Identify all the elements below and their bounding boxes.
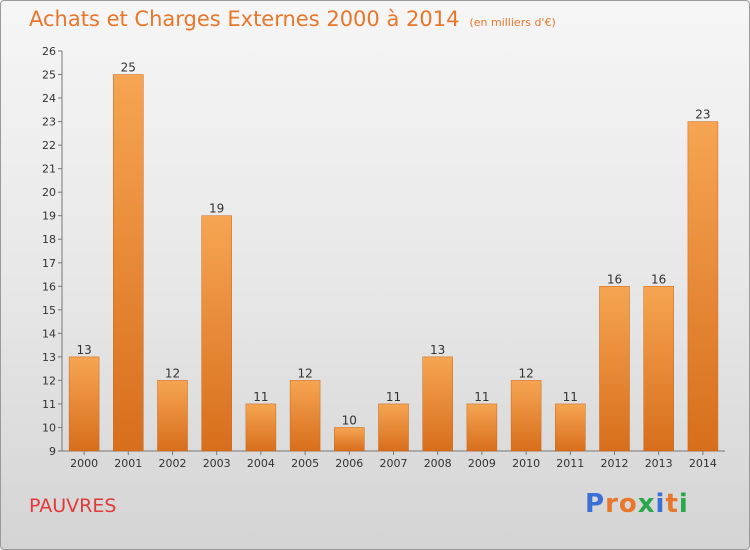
y-tick-label: 26 (42, 45, 56, 58)
y-tick-label: 12 (42, 374, 56, 387)
x-tick-label: 2004 (247, 457, 275, 470)
x-tick-label: 2006 (335, 457, 363, 470)
bar (599, 286, 630, 452)
bar-value-label: 11 (474, 390, 489, 404)
x-tick-label: 2003 (203, 457, 231, 470)
y-tick-label: 17 (42, 257, 56, 270)
bar-value-label: 16 (607, 272, 622, 286)
y-tick-label: 9 (49, 445, 56, 458)
y-tick-label: 16 (42, 280, 56, 293)
logo-letter: r (605, 489, 619, 519)
bar (687, 121, 719, 452)
x-tick-label: 2005 (291, 457, 319, 470)
x-tick-label: 2000 (70, 457, 98, 470)
y-tick-label: 11 (42, 398, 56, 411)
logo-letter: x (637, 489, 656, 519)
bar-value-label: 23 (695, 108, 710, 122)
bar-value-label: 16 (651, 272, 666, 286)
chart-unit: (en milliers d'€) (469, 16, 556, 29)
bar-value-label: 12 (165, 366, 180, 380)
chart-axes: 9 10 11 12 13 14 15 16 17 18 19 20 21 22 23 24 25 26 (42, 45, 725, 458)
y-tick-label: 21 (42, 163, 56, 176)
bar-value-label: 13 (430, 343, 445, 357)
logo-letter: P (585, 489, 606, 519)
x-tick-label: 2008 (424, 457, 452, 470)
bar-value-label: 19 (209, 202, 224, 216)
y-tick-label: 18 (42, 233, 56, 246)
bar (201, 215, 232, 452)
y-tick-label: 24 (42, 92, 56, 105)
chart-bars (68, 74, 719, 452)
bar (643, 286, 674, 452)
bar (68, 356, 100, 452)
y-tick-label: 20 (42, 186, 56, 199)
y-tick-label: 25 (42, 69, 56, 82)
x-tick-label: 2001 (114, 457, 142, 470)
bar (113, 74, 144, 452)
bar-value-label: 11 (253, 390, 268, 404)
bar-value-label: 11 (386, 390, 401, 404)
bar (289, 380, 321, 452)
bar (466, 403, 498, 452)
bar (555, 403, 586, 452)
commune-name: PAUVRES (29, 495, 117, 517)
chart-title: Achats et Charges Externes 2000 à 2014 (e… (29, 7, 556, 31)
y-tick-label: 19 (42, 210, 56, 223)
logo-letter: t (665, 489, 679, 519)
logo-letter: i (678, 489, 689, 519)
x-tick-label: 2012 (601, 457, 629, 470)
bar-value-label: 13 (76, 343, 91, 357)
bar-value-label: 12 (297, 366, 312, 380)
x-tick-label: 2002 (159, 457, 187, 470)
bar (245, 403, 277, 452)
bar (510, 380, 542, 452)
proxiti-logo: Proxiti (585, 489, 689, 519)
bar-value-label: 10 (342, 413, 357, 427)
x-tick-label: 2007 (380, 457, 408, 470)
x-tick-label: 2011 (556, 457, 584, 470)
y-tick-label: 13 (42, 351, 56, 364)
y-tick-label: 14 (42, 327, 56, 340)
y-tick-label: 22 (42, 139, 56, 152)
x-tick-label: 2014 (689, 457, 717, 470)
chart-title-text: Achats et Charges Externes 2000 à 2014 (29, 7, 460, 31)
x-tick-label: 2009 (468, 457, 496, 470)
x-tick-label: 2010 (512, 457, 540, 470)
x-tick-label: 2013 (645, 457, 673, 470)
bar (157, 380, 188, 452)
y-tick-label: 10 (42, 421, 56, 434)
bar (378, 403, 409, 452)
logo-letter: i (655, 489, 666, 519)
bar-value-label: 12 (518, 366, 533, 380)
bar (422, 356, 453, 452)
bar-value-label: 25 (121, 61, 136, 75)
bar (334, 427, 365, 452)
y-tick-label: 23 (42, 116, 56, 129)
y-tick-label: 15 (42, 304, 56, 317)
logo-letter: o (618, 489, 638, 519)
bar-value-label: 11 (563, 390, 578, 404)
chart-labels: 13 2000 25 2001 12 2002 19 2003 11 2004 12 2005 10 20… (70, 61, 717, 470)
